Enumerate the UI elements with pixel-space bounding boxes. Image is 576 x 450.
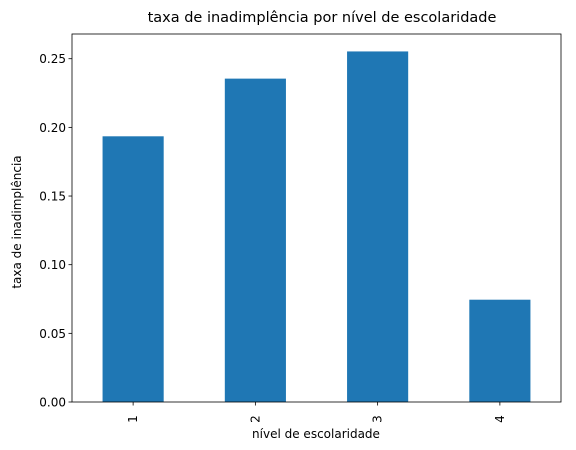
x-axis-label: nível de escolaridade	[252, 427, 380, 441]
bar-2	[224, 78, 286, 403]
y-tick-label-5: 0.25	[39, 52, 66, 66]
bar-4	[469, 299, 531, 402]
x-tick-label-4: 4	[493, 415, 507, 423]
plot-frame	[71, 33, 562, 403]
bar-3	[347, 51, 409, 402]
x-axis-ticks: 1 2 3 4	[126, 402, 507, 423]
y-tick-label-0: 0.00	[39, 396, 66, 410]
y-tick-label-2: 0.10	[39, 258, 66, 272]
y-axis-ticks: 0.00 0.05 0.10 0.15 0.20 0.25	[39, 52, 72, 410]
y-tick-label-4: 0.20	[39, 121, 66, 135]
chart-title: taxa de inadimplência por nível de escol…	[148, 10, 497, 26]
y-axis-label: taxa de inadimplência	[10, 155, 24, 288]
x-tick-label-2: 2	[248, 415, 262, 423]
bar-1	[102, 136, 164, 402]
bars-group	[102, 51, 531, 403]
y-tick-label-3: 0.15	[39, 190, 66, 204]
x-tick-label-3: 3	[371, 415, 385, 423]
x-tick-label-1: 1	[126, 415, 140, 423]
y-tick-label-1: 0.05	[39, 327, 66, 341]
